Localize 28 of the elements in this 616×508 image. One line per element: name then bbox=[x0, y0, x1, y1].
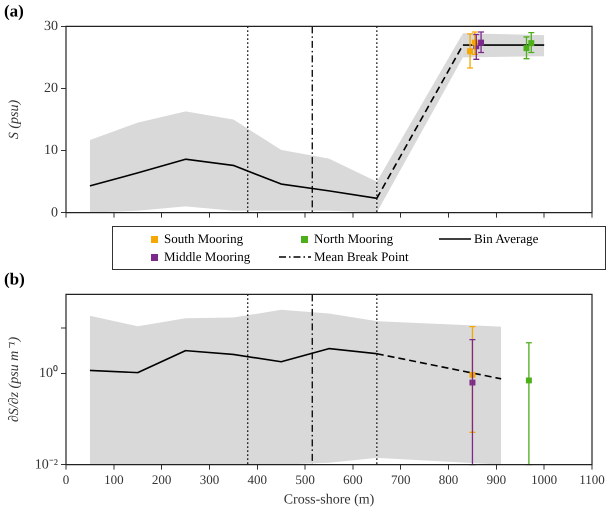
x-axis-title: Cross-shore (m) bbox=[284, 492, 375, 508]
legend-label: South Mooring bbox=[164, 231, 244, 247]
legend-label: North Mooring bbox=[314, 231, 394, 247]
x-tick-label: 900 bbox=[486, 472, 506, 487]
x-tick-label: 300 bbox=[200, 472, 220, 487]
legend-label: Mean Break Point bbox=[314, 249, 409, 265]
x-tick-label: 400 bbox=[248, 472, 268, 487]
x-tick-label: 0 bbox=[62, 472, 70, 487]
chart-title: (a) bbox=[4, 2, 24, 21]
x-tick-label: 100 bbox=[104, 472, 124, 487]
y-tick-label: 30 bbox=[44, 19, 58, 34]
x-tick-label: 200 bbox=[152, 472, 172, 487]
y-axis-title: ∂S/∂z (psu m⁻¹) bbox=[7, 336, 22, 422]
legend-label: Bin Average bbox=[474, 231, 538, 247]
y-axis-title: S (psu) bbox=[7, 100, 22, 140]
x-tick-label: 1100 bbox=[579, 472, 605, 487]
x-tick-label: 1000 bbox=[531, 472, 558, 487]
y-tick-label: 20 bbox=[44, 81, 58, 96]
y-tick-label: 0 bbox=[51, 205, 58, 220]
y-tick-label: 10⁰ bbox=[39, 365, 58, 382]
x-tick-label: 500 bbox=[295, 472, 315, 487]
legend-label: Middle Mooring bbox=[164, 249, 250, 265]
x-tick-label: 700 bbox=[390, 472, 410, 487]
x-tick-label: 800 bbox=[438, 472, 458, 487]
chart-title: (b) bbox=[4, 270, 25, 289]
x-tick-label: 600 bbox=[343, 472, 363, 487]
y-tick-label: 10⁻² bbox=[34, 457, 58, 472]
y-tick-label: 10 bbox=[44, 143, 58, 158]
